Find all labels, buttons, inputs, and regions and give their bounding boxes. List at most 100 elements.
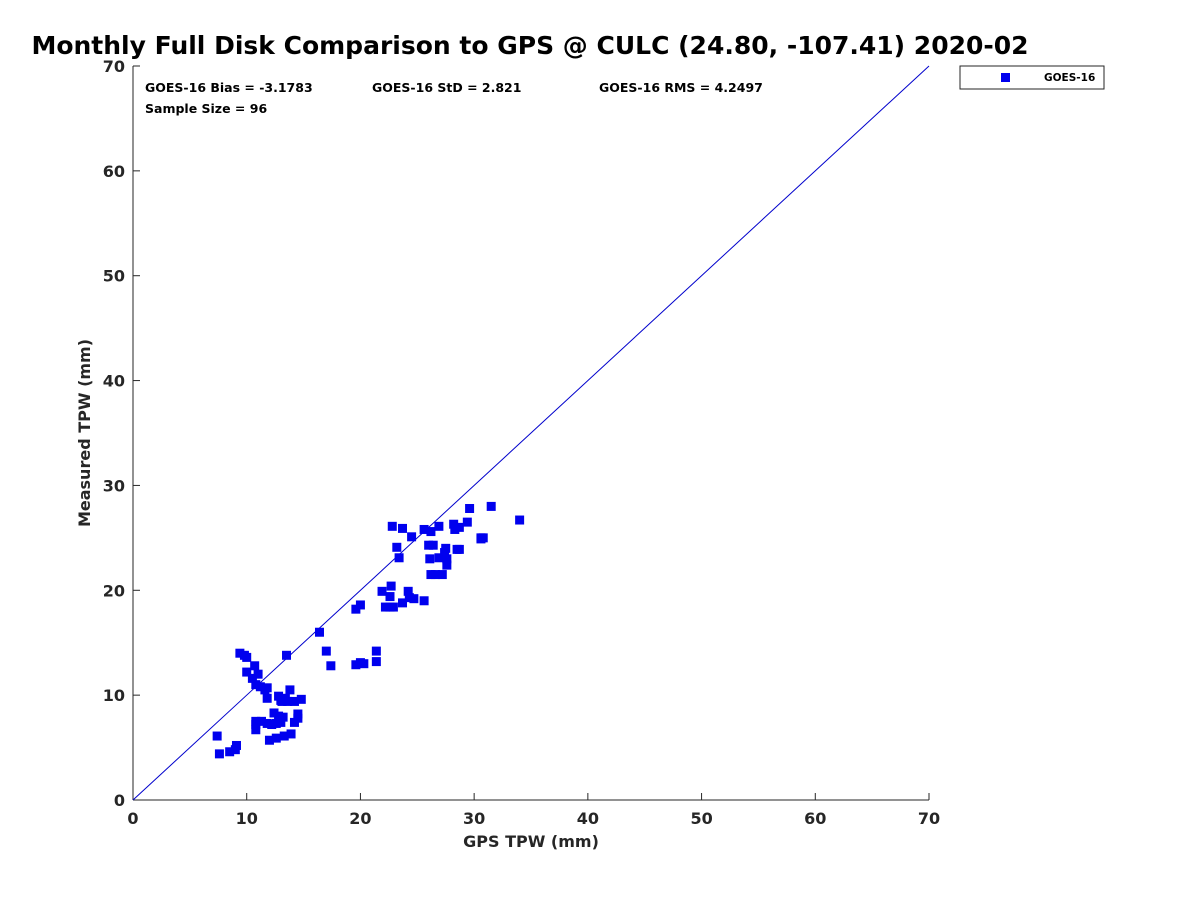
data-point (409, 594, 419, 604)
stat-std: GOES-16 StD = 2.821 (372, 80, 521, 95)
data-point (430, 570, 440, 580)
data-point (398, 598, 408, 608)
stat-rms: GOES-16 RMS = 4.2497 (599, 80, 763, 95)
data-point (454, 544, 464, 554)
data-point (278, 712, 288, 722)
data-point (387, 521, 397, 531)
data-point (242, 652, 252, 662)
data-point (256, 716, 266, 726)
plot-area (132, 66, 929, 801)
data-point (394, 553, 404, 563)
y-axis-label: Measured TPW (mm) (75, 339, 94, 527)
data-point (231, 740, 241, 750)
y-tick-label: 30 (103, 476, 125, 495)
legend-label: GOES-16 (1044, 72, 1095, 84)
data-point (235, 648, 245, 658)
data-point (371, 657, 381, 667)
data-point (293, 709, 303, 719)
data-point (428, 540, 438, 550)
data-point (321, 646, 331, 656)
data-point (253, 669, 263, 679)
legend-marker (1001, 73, 1010, 82)
x-tick-label: 10 (236, 809, 258, 828)
x-tick-label: 0 (127, 809, 138, 828)
x-tick-label: 20 (349, 809, 371, 828)
data-point (388, 602, 398, 612)
data-point (377, 586, 387, 596)
data-point (419, 596, 429, 606)
data-point (326, 661, 336, 671)
data-point (450, 524, 460, 534)
data-point (407, 532, 417, 542)
data-point (271, 733, 281, 743)
data-point (385, 592, 395, 602)
data-point (425, 554, 435, 564)
data-point (212, 731, 222, 741)
data-point (267, 720, 277, 730)
data-point (271, 718, 281, 728)
data-point (442, 560, 452, 570)
x-tick-label: 40 (577, 809, 599, 828)
data-point (404, 593, 414, 603)
data-point (262, 718, 272, 728)
y-tick-label: 10 (103, 686, 125, 705)
data-point (279, 731, 289, 741)
data-point (247, 673, 257, 683)
x-axis-label: GPS TPW (mm) (463, 832, 599, 851)
data-point (274, 711, 284, 721)
data-point (441, 543, 451, 553)
data-point (454, 522, 464, 532)
data-point (398, 523, 408, 533)
data-point (242, 667, 252, 677)
data-point (486, 501, 496, 511)
data-point (449, 519, 459, 529)
data-point (392, 542, 402, 552)
data-point (262, 683, 272, 693)
x-axis-ticks: 0 10 20 30 40 50 60 70 (127, 793, 940, 828)
data-point (434, 553, 444, 563)
y-tick-label: 40 (103, 372, 125, 391)
data-point (462, 517, 472, 527)
data-point (359, 659, 369, 669)
data-point (269, 708, 279, 718)
data-point (262, 693, 272, 703)
y-tick-label: 0 (114, 791, 125, 810)
data-point (419, 524, 429, 534)
data-point (250, 661, 260, 671)
x-tick-label: 30 (463, 809, 485, 828)
y-tick-label: 50 (103, 267, 125, 286)
data-point (355, 600, 365, 610)
data-point (282, 650, 292, 660)
data-point (386, 581, 396, 591)
chart-title: Monthly Full Disk Comparison to GPS @ CU… (31, 31, 1028, 60)
data-point (255, 682, 265, 692)
y-tick-label: 60 (103, 162, 125, 181)
y-tick-label: 20 (103, 581, 125, 600)
data-point (251, 720, 261, 730)
data-point (434, 521, 444, 531)
x-tick-label: 60 (804, 809, 826, 828)
x-tick-label: 70 (918, 809, 940, 828)
data-point (286, 729, 296, 739)
data-point (264, 735, 274, 745)
data-point (351, 660, 361, 670)
data-point (515, 515, 525, 525)
legend: GOES-16 (959, 65, 1105, 90)
one-to-one-line (132, 65, 930, 801)
data-point (314, 627, 324, 637)
stat-bias: GOES-16 Bias = -3.1783 (145, 80, 313, 95)
data-point (285, 685, 295, 695)
data-point (289, 696, 299, 706)
data-point (437, 570, 447, 580)
y-tick-label: 70 (103, 57, 125, 76)
data-point (403, 586, 413, 596)
stat-sample-size: Sample Size = 96 (145, 101, 267, 116)
data-point (476, 534, 486, 544)
x-tick-label: 50 (690, 809, 712, 828)
data-point (351, 604, 361, 614)
data-point (442, 554, 452, 564)
data-point (424, 540, 434, 550)
data-point (276, 717, 286, 727)
data-point (426, 527, 436, 537)
